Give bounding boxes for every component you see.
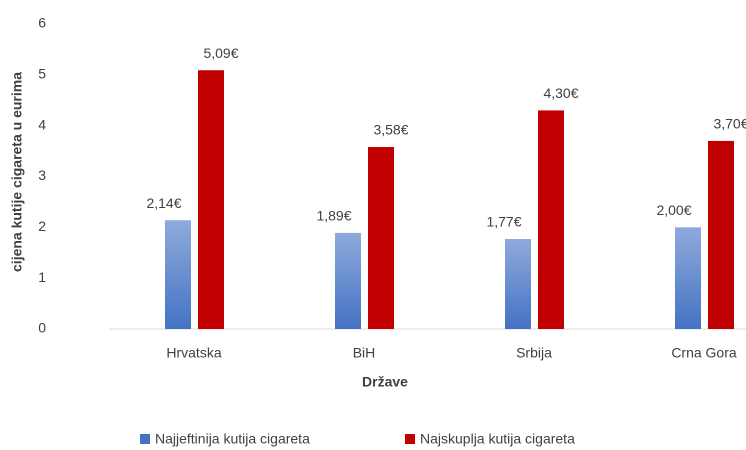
x-tick-label: BiH [353,345,376,361]
x-tick-label: Hrvatska [166,345,221,361]
data-label: 2,00€ [656,202,691,218]
data-label: 5,09€ [203,45,238,61]
bar [708,140,734,329]
legend-label: Najjeftinija kutija cigareta [155,431,310,447]
x-axis-title: Države [362,374,408,390]
legend-swatch [140,434,150,444]
bar [165,220,191,329]
legend-label: Najskuplja kutija cigareta [420,431,575,447]
data-label: 1,77€ [486,214,521,230]
data-label: 4,30€ [543,85,578,101]
y-tick-label: 5 [38,66,46,82]
y-tick-label: 0 [38,320,46,336]
bar [538,110,564,330]
data-label: 2,14€ [146,195,181,211]
legend-swatch [405,434,415,444]
y-tick-label: 3 [38,167,46,183]
data-label: 1,89€ [316,208,351,224]
bar [335,232,361,329]
bar [675,227,701,329]
x-tick-label: Crna Gora [671,345,737,361]
y-axis-title: cijena kutije cigareta u eurima [9,72,25,272]
x-tick-label: Srbija [516,345,552,361]
bar [198,70,224,329]
y-tick-label: 6 [38,15,46,31]
y-tick-label: 2 [38,218,46,234]
bar [368,147,394,329]
y-tick-label: 4 [38,116,46,132]
data-label: 3,58€ [373,122,408,138]
bar [505,239,531,329]
data-label: 3,70€ [713,116,746,132]
y-tick-label: 1 [38,269,46,285]
